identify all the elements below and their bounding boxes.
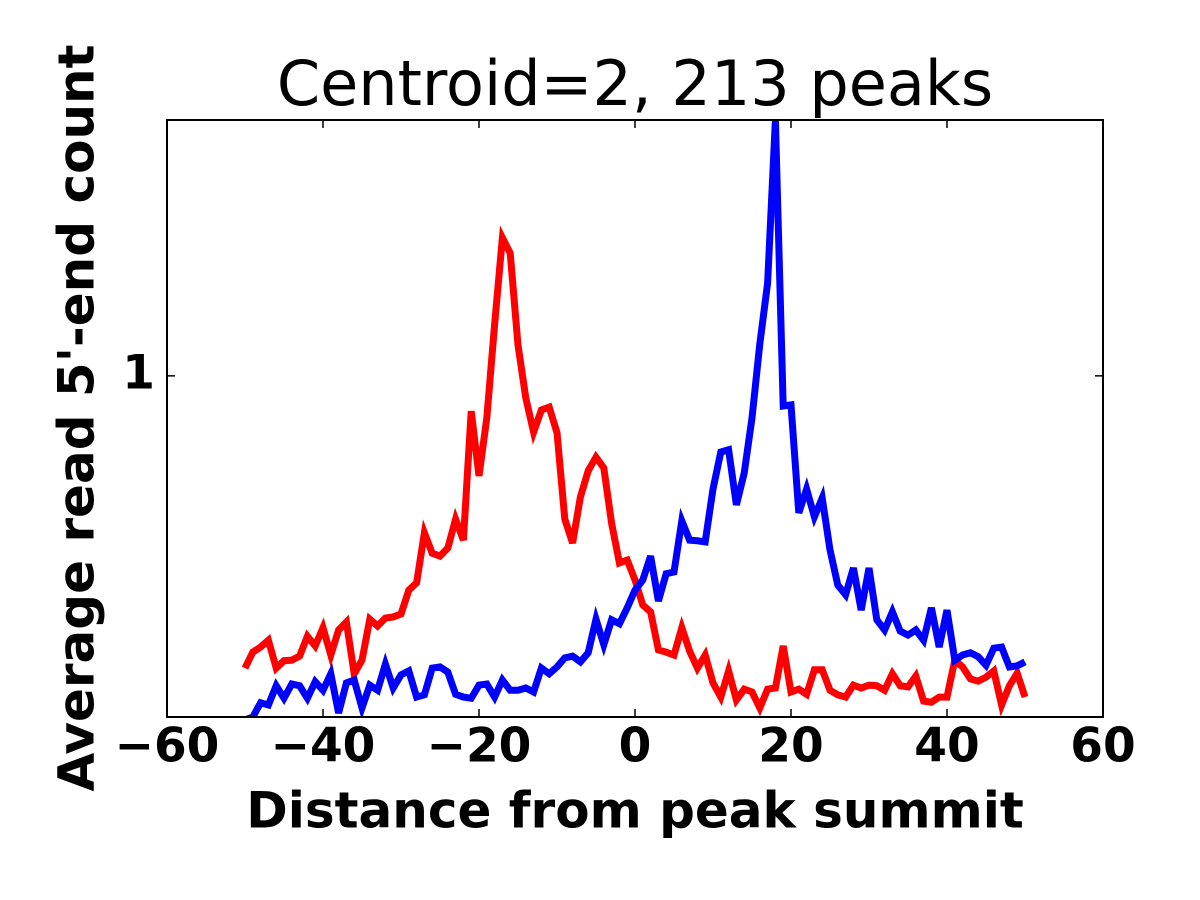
x-tick-label: −40	[271, 719, 376, 774]
y-tick-label: 1	[122, 345, 155, 400]
x-axis-label: Distance from peak summit	[246, 782, 1024, 840]
x-tick-label: −60	[115, 719, 220, 774]
data-line	[243, 120, 1027, 717]
x-tick-label: 60	[1070, 719, 1135, 774]
x-tick-label: −20	[427, 719, 532, 774]
data-line	[241, 225, 1029, 717]
chart-title: Centroid=2, 213 peaks	[277, 47, 993, 120]
x-tick-label: 20	[758, 719, 823, 774]
y-axis-label: Average read 5'-end count	[48, 44, 106, 791]
x-tick-label: 40	[914, 719, 979, 774]
x-tick-label: 0	[619, 719, 652, 774]
plot-area	[241, 120, 1029, 717]
